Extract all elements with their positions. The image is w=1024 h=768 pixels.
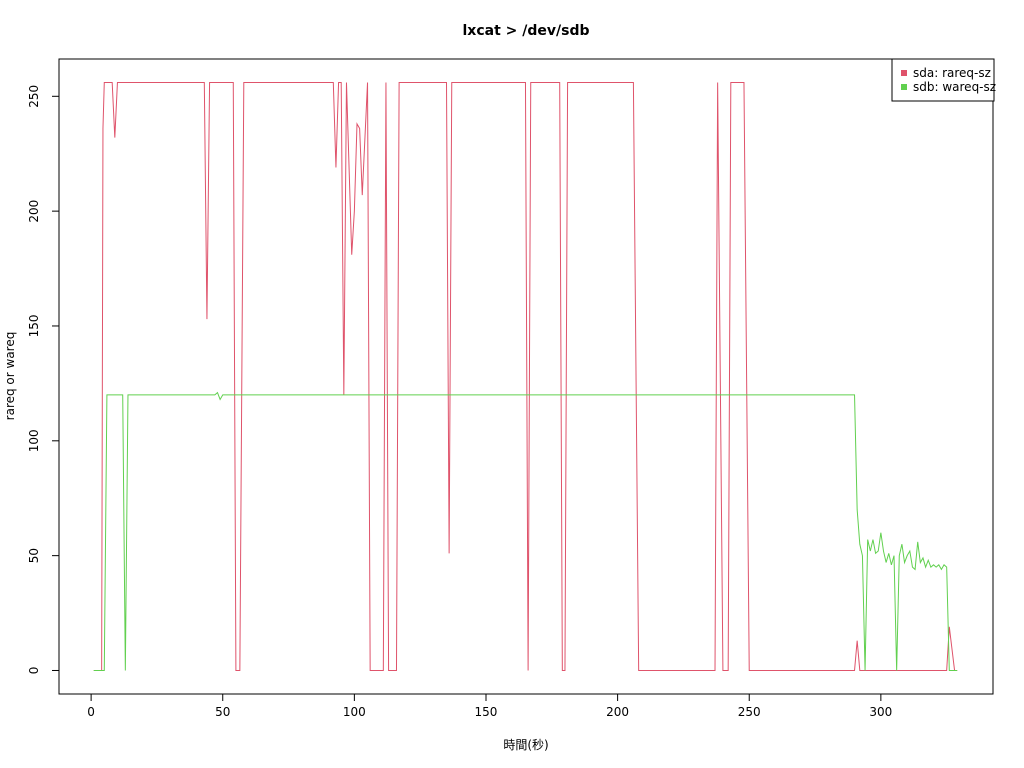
y-tick-label: 50 [27, 548, 41, 563]
y-tick-label: 200 [27, 200, 41, 223]
y-tick-label: 150 [27, 315, 41, 338]
y-axis-label: rareq or wareq [3, 332, 17, 421]
legend-label: sda: rareq-sz [913, 66, 991, 80]
x-tick-label: 250 [738, 705, 761, 719]
y-tick-label: 250 [27, 85, 41, 108]
x-tick-label: 300 [869, 705, 892, 719]
x-tick-label: 150 [475, 705, 498, 719]
y-tick-label: 100 [27, 429, 41, 452]
series-line [93, 391, 958, 671]
series-line [93, 82, 958, 671]
x-tick-label: 100 [343, 705, 366, 719]
legend-swatch [901, 70, 907, 76]
x-tick-label: 0 [87, 705, 95, 719]
legend-swatch [901, 84, 907, 90]
x-tick-label: 50 [215, 705, 230, 719]
chart-title: lxcat > /dev/sdb [463, 23, 590, 39]
legend-label: sdb: wareq-sz [913, 80, 996, 94]
y-tick-label: 0 [27, 667, 41, 675]
x-axis-label: 時間(秒) [503, 738, 548, 752]
legend-box [891, 58, 995, 102]
x-tick-label: 200 [606, 705, 629, 719]
